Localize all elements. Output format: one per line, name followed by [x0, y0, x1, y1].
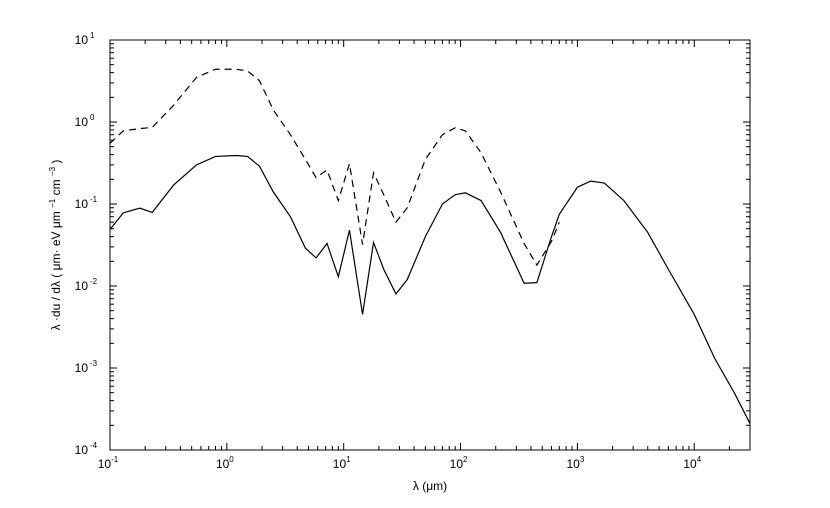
y-axis-label-main: λ ·du / dλ ( μm· eV μm [49, 211, 63, 330]
series-line-solid [109, 154, 751, 424]
x-tick-label: 103 [566, 455, 584, 471]
series-group [109, 68, 751, 424]
y-axis-label-sup1: −1 [48, 198, 57, 208]
y-axis-label-mid: cm [49, 179, 63, 195]
series-line-dashed [109, 68, 560, 267]
y-axis-label-sup2: −3 [48, 166, 57, 176]
plot-frame [109, 39, 751, 451]
y-tick-label: 10 1 [75, 31, 95, 47]
x-tick-label: 10-1 [98, 455, 119, 471]
y-tick-label: 10 -4 [75, 441, 98, 457]
y-axis-label-end: ) [49, 160, 63, 164]
y-tick-label: 10 0 [75, 113, 95, 129]
y-tick-label: 10 -1 [75, 195, 98, 211]
x-tick-labels: 10-1 100 101 102 103 104 [98, 455, 702, 471]
y-tick-label: 10 -3 [75, 359, 98, 375]
x-tick-label: 104 [683, 455, 701, 471]
x-axis-label: λ (μm) [413, 479, 447, 493]
x-tick-label: 101 [333, 455, 351, 471]
y-tick-label: 10 -2 [75, 277, 98, 293]
x-tick-label: 100 [216, 455, 234, 471]
axis-ticks [109, 39, 750, 451]
y-axis-label: λ ·du / dλ ( μm· eV μm −1 cm −3 ) [44, 160, 63, 331]
x-tick-label: 102 [450, 455, 468, 471]
